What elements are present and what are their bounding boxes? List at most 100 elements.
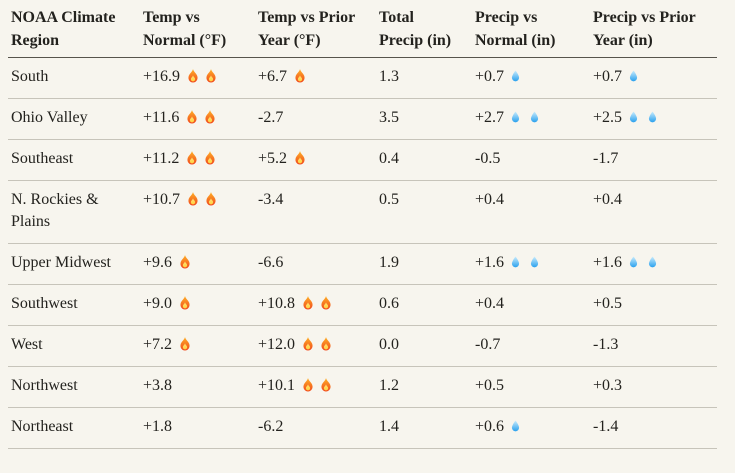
cell-precip_vs_normal: +0.6 (475, 407, 593, 449)
cell-temp_vs_prior_year: +12.0 (258, 325, 379, 367)
column-header-region: NOAA Climate Region (8, 0, 143, 58)
table-body: South +16.9 +6.7 1.3 +0.7 +0.7 Ohio Valley +11.… (8, 58, 717, 449)
cell-value: +0.6 (475, 418, 505, 435)
cell-value: +0.3 (593, 377, 623, 394)
cell-precip_vs_normal: +2.7 (475, 98, 593, 140)
fire-icon (205, 110, 215, 124)
region-name: Ohio Valley (11, 109, 88, 126)
cell-temp_vs_normal: +7.2 (143, 325, 258, 367)
cell-total_precip: 1.2 (379, 366, 475, 408)
region-name: Northeast (11, 418, 74, 435)
fire-icon (295, 69, 305, 83)
cell-precip_vs_normal: +0.5 (475, 366, 593, 408)
cell-value: +3.8 (143, 377, 173, 394)
cell-value: -0.5 (475, 150, 501, 167)
header-row: NOAA Climate Region Temp vs Normal (°F) Te… (8, 0, 717, 58)
cell-temp_vs_prior_year: -3.4 (258, 180, 379, 244)
droplet-icon (511, 111, 520, 123)
cell-value: +10.8 (258, 295, 296, 312)
cell-value: 1.4 (379, 418, 399, 435)
cell-value: +1.6 (475, 254, 505, 271)
cell-precip_vs_prior_year: -1.7 (593, 139, 717, 181)
cell-value: +11.2 (143, 150, 180, 167)
droplet-icon (511, 256, 520, 268)
fire-icon (303, 337, 313, 351)
table-header: NOAA Climate Region Temp vs Normal (°F) Te… (8, 0, 717, 58)
region-name: Upper Midwest (11, 254, 111, 271)
cell-temp_vs_normal: +16.9 (143, 58, 258, 99)
cell-value: -6.2 (258, 418, 284, 435)
cell-value: -3.4 (258, 191, 284, 208)
cell-value: +7.2 (143, 336, 173, 353)
cell-value: -2.7 (258, 109, 284, 126)
region-name-cell: Northeast (8, 407, 143, 449)
cell-value: 1.2 (379, 377, 399, 394)
cell-precip_vs_prior_year: -1.4 (593, 407, 717, 449)
region-name-cell: Upper Midwest (8, 243, 143, 285)
fire-icon (206, 192, 216, 206)
droplet-icon (530, 256, 539, 268)
region-name-cell: Northwest (8, 366, 143, 408)
cell-value: +10.7 (143, 191, 181, 208)
fire-icon (180, 296, 190, 310)
cell-value: +1.6 (593, 254, 623, 271)
cell-precip_vs_normal: +0.7 (475, 58, 593, 99)
fire-icon (187, 110, 197, 124)
cell-precip_vs_prior_year: -1.3 (593, 325, 717, 367)
column-header-temp_vs_normal: Temp vs Normal (°F) (143, 0, 258, 58)
fire-icon (321, 337, 331, 351)
droplet-icon (530, 111, 539, 123)
cell-temp_vs_prior_year: +6.7 (258, 58, 379, 99)
cell-precip_vs_normal: -0.7 (475, 325, 593, 367)
column-header-precip_vs_normal: Precip vs Normal (in) (475, 0, 593, 58)
cell-value: +2.5 (593, 109, 623, 126)
droplet-icon (629, 111, 638, 123)
cell-value: -1.3 (593, 336, 619, 353)
fire-icon (303, 296, 313, 310)
cell-value: -0.7 (475, 336, 501, 353)
cell-total_precip: 0.0 (379, 325, 475, 367)
cell-total_precip: 3.5 (379, 98, 475, 140)
cell-value: -1.7 (593, 150, 619, 167)
table-row: West +7.2 +12.0 0.0 -0.7 -1.3 (8, 325, 717, 367)
table-row: Northeast +1.8 -6.2 1.4 +0.6 -1.4 (8, 407, 717, 449)
cell-value: 0.5 (379, 191, 399, 208)
table-row: Southwest +9.0 +10.8 0.6 +0.4 +0.5 (8, 284, 717, 326)
region-name: Southwest (11, 295, 78, 312)
cell-precip_vs_normal: +0.4 (475, 180, 593, 244)
cell-value: -6.6 (258, 254, 284, 271)
cell-temp_vs_normal: +11.2 (143, 139, 258, 181)
region-name-cell: Southwest (8, 284, 143, 326)
cell-temp_vs_prior_year: +10.1 (258, 366, 379, 408)
region-name-cell: West (8, 325, 143, 367)
region-name-cell: Southeast (8, 139, 143, 181)
region-name-cell: Ohio Valley (8, 98, 143, 140)
cell-value: +12.0 (258, 336, 296, 353)
table-row: Ohio Valley +11.6 -2.7 3.5 +2.7 +2.5 (8, 98, 717, 140)
cell-temp_vs_normal: +9.0 (143, 284, 258, 326)
cell-temp_vs_prior_year: -6.6 (258, 243, 379, 285)
fire-icon (206, 69, 216, 83)
cell-value: 3.5 (379, 109, 399, 126)
fire-icon (188, 69, 198, 83)
cell-precip_vs_normal: +1.6 (475, 243, 593, 285)
fire-icon (187, 151, 197, 165)
cell-temp_vs_prior_year: +5.2 (258, 139, 379, 181)
cell-precip_vs_prior_year: +0.3 (593, 366, 717, 408)
fire-icon (180, 255, 190, 269)
cell-value: +16.9 (143, 68, 181, 85)
cell-value: 1.9 (379, 254, 399, 271)
cell-value: 0.6 (379, 295, 399, 312)
region-name: Northwest (11, 377, 78, 394)
page: NOAA Climate Region Temp vs Normal (°F) Te… (8, 0, 735, 449)
region-name: Southeast (11, 150, 74, 167)
fire-icon (188, 192, 198, 206)
cell-value: 0.4 (379, 150, 399, 167)
cell-total_precip: 1.3 (379, 58, 475, 99)
cell-temp_vs_normal: +11.6 (143, 98, 258, 140)
cell-value: +0.7 (593, 68, 623, 85)
cell-total_precip: 1.4 (379, 407, 475, 449)
column-header-temp_vs_prior_year: Temp vs Prior Year (°F) (258, 0, 379, 58)
fire-icon (180, 337, 190, 351)
cell-value: -1.4 (593, 418, 619, 435)
